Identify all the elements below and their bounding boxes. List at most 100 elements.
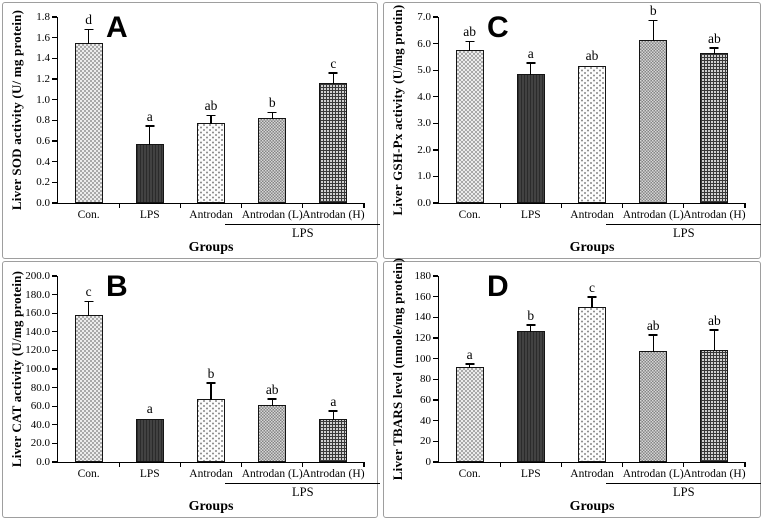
y-tick-mark — [51, 37, 57, 39]
x-category-label: Con. — [458, 209, 481, 221]
y-tick-mark — [51, 202, 57, 204]
y-tick-mark — [51, 461, 57, 463]
significance-letter: b — [207, 365, 215, 381]
y-tick-mark — [432, 96, 438, 98]
x-category-label: Antrodan (H) — [683, 468, 746, 480]
error-bar-cap — [526, 62, 536, 64]
bar-antrodan — [197, 123, 225, 203]
bar-lps — [135, 419, 164, 462]
y-tick-label: 20 — [420, 435, 431, 448]
y-tick-mark — [432, 275, 438, 277]
bar-con — [74, 315, 103, 462]
bar-antrodan-h — [319, 83, 348, 203]
x-category-label: Con. — [458, 468, 481, 480]
y-tick-label: 120 — [414, 332, 432, 344]
significance-letter: a — [466, 346, 473, 362]
y-tick-mark — [432, 42, 438, 45]
significance-letter: c — [589, 279, 595, 295]
x-category-label: Con. — [77, 468, 100, 480]
group-bracket-line — [606, 224, 762, 226]
error-bar-cap — [84, 28, 94, 31]
bar-antrodan — [197, 398, 225, 462]
y-tick-label: 1.4 — [36, 52, 50, 65]
error-bar-cap — [465, 40, 475, 43]
y-tick-mark — [432, 16, 438, 18]
y-tick-mark — [432, 358, 438, 360]
y-tick-label: 160 — [414, 290, 432, 303]
y-tick-label: 140.0 — [25, 325, 50, 338]
y-tick-mark — [51, 349, 57, 352]
y-tick-mark — [51, 387, 57, 389]
significance-letter: a — [527, 45, 534, 61]
y-tick-mark — [432, 378, 438, 381]
y-tick-mark — [51, 161, 57, 163]
plot-area: 0.0 1.0 2.0 3.0 4.0 5.0 6.0 7.0 ab Con. a LPS ab Antr… — [417, 3, 762, 255]
error-bar-cap — [84, 300, 94, 303]
y-tick-mark — [51, 99, 57, 101]
error-bar-cap — [206, 382, 216, 384]
x-tick-mark — [560, 462, 562, 467]
x-category-label: Antrodan (H) — [302, 209, 365, 221]
bar-antrodan — [578, 307, 606, 462]
y-tick-mark — [51, 275, 57, 277]
significance-letter: a — [330, 393, 337, 409]
x-tick-mark — [363, 462, 365, 467]
error-bar-cap — [206, 114, 216, 117]
bar-antrodan-h — [700, 52, 729, 203]
error-bar-stem — [652, 335, 654, 353]
y-tick-mark — [51, 312, 57, 314]
y-tick-mark — [432, 461, 438, 463]
y-tick-label: 0.0 — [36, 197, 50, 209]
error-bar-stem — [87, 30, 90, 44]
bar-antrodan-h — [319, 419, 348, 462]
error-bar-stem — [713, 330, 716, 352]
significance-letter: a — [146, 401, 153, 417]
y-tick-label: 100.0 — [25, 363, 50, 375]
bar-lps — [516, 74, 545, 203]
y-tick-label: 1.0 — [417, 170, 431, 183]
significance-letter: c — [85, 284, 92, 300]
significance-letter: ab — [265, 381, 279, 397]
y-tick-label: 4.0 — [417, 90, 431, 103]
y-tick-mark — [432, 296, 438, 298]
x-tick-mark — [499, 462, 501, 467]
error-bar-cap — [145, 125, 155, 127]
y-tick-mark — [51, 331, 57, 333]
significance-letter: d — [85, 12, 92, 28]
y-tick-label: 0.0 — [417, 197, 431, 209]
x-category-label: Antrodan — [570, 468, 614, 480]
plot-area: 0.0 0.2 0.4 0.6 0.8 1.0 1.2 1.4 1.6 1.8 d Con. a LPS a… — [36, 11, 381, 255]
y-tick-mark — [432, 337, 438, 339]
panel-letter-b: B — [106, 270, 128, 303]
error-bar-cap — [328, 410, 338, 412]
bar-antrodan-l — [258, 118, 287, 203]
x-tick-mark — [499, 203, 501, 208]
x-tick-mark — [744, 462, 746, 467]
significance-letter: b — [649, 3, 657, 18]
y-tick-mark — [51, 405, 57, 407]
x-tick-mark — [118, 203, 120, 208]
y-tick-mark — [51, 78, 57, 80]
y-tick-label: 40 — [420, 414, 431, 427]
y-tick-label: 200.0 — [25, 270, 50, 282]
y-tick-mark — [51, 119, 57, 122]
x-tick-mark — [622, 203, 624, 208]
x-category-label: LPS — [520, 468, 541, 480]
plot-area: 0 20 40 60 80 100 120 140 160 180 a Con. b LPS c Antrod… — [415, 270, 762, 514]
y-tick-label: 140 — [414, 311, 432, 324]
y-tick-label: 120.0 — [25, 344, 50, 357]
error-bar-cap — [648, 19, 658, 21]
y-tick-label: 0.6 — [36, 135, 50, 147]
x-tick-mark — [560, 203, 562, 208]
bar-lps — [135, 144, 164, 203]
y-tick-label: 0.2 — [36, 176, 50, 189]
y-tick-label: 160.0 — [25, 307, 50, 320]
x-tick-mark — [302, 203, 304, 208]
x-category-label: LPS — [139, 468, 160, 480]
y-tick-label: 5.0 — [417, 64, 431, 77]
y-tick-mark — [432, 149, 438, 151]
panel-letter-d: D — [487, 270, 509, 303]
error-bar-cap — [267, 111, 277, 114]
error-bar-stem — [271, 113, 273, 120]
